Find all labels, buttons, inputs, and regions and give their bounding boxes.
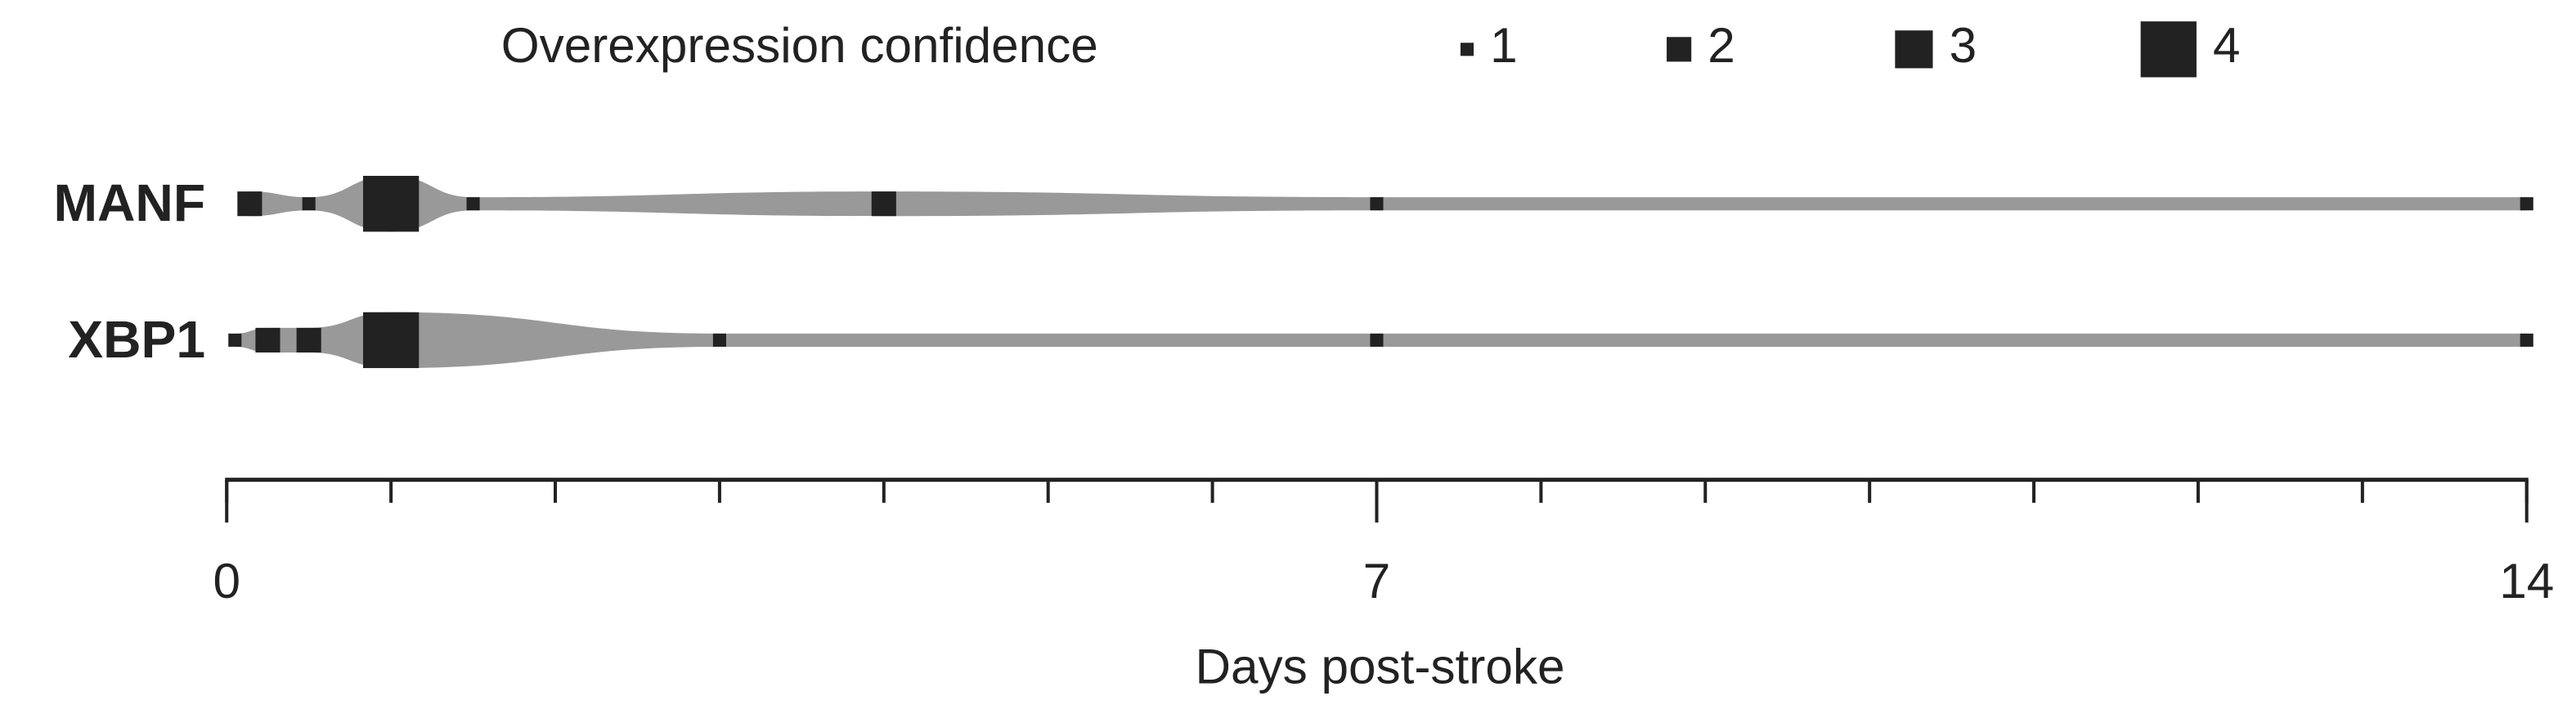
confidence-marker bbox=[1370, 333, 1384, 347]
legend-swatch bbox=[1667, 37, 1692, 62]
confidence-marker bbox=[362, 176, 420, 232]
legend-label: 1 bbox=[1490, 17, 1518, 73]
series-label: MANF bbox=[53, 173, 205, 232]
confidence-marker bbox=[237, 191, 263, 217]
confidence-marker bbox=[2520, 333, 2533, 347]
legend-label: 2 bbox=[1708, 17, 1735, 73]
series-label: XBP1 bbox=[68, 310, 205, 369]
confidence-marker bbox=[255, 327, 280, 353]
confidence-marker bbox=[2520, 197, 2533, 211]
confidence-marker bbox=[1370, 197, 1384, 211]
legend-label: 4 bbox=[2213, 17, 2241, 73]
legend-swatch bbox=[2140, 21, 2197, 78]
confidence-marker bbox=[466, 197, 480, 211]
confidence-marker bbox=[296, 327, 321, 353]
legend-swatch bbox=[1895, 30, 1933, 69]
confidence-marker bbox=[228, 333, 242, 347]
confidence-marker bbox=[871, 191, 896, 217]
legend-title: Overexpression confidence bbox=[501, 17, 1098, 73]
legend-swatch bbox=[1460, 43, 1474, 56]
x-tick-label: 7 bbox=[1363, 553, 1391, 608]
confidence-marker bbox=[302, 197, 316, 211]
x-tick-label: 0 bbox=[213, 553, 240, 608]
x-axis-title: Days post-stroke bbox=[1195, 639, 1564, 694]
confidence-band bbox=[249, 176, 2527, 232]
legend-label: 3 bbox=[1950, 17, 1977, 73]
confidence-marker bbox=[712, 333, 726, 347]
x-tick-label: 14 bbox=[2499, 553, 2554, 608]
confidence-marker bbox=[362, 312, 420, 369]
